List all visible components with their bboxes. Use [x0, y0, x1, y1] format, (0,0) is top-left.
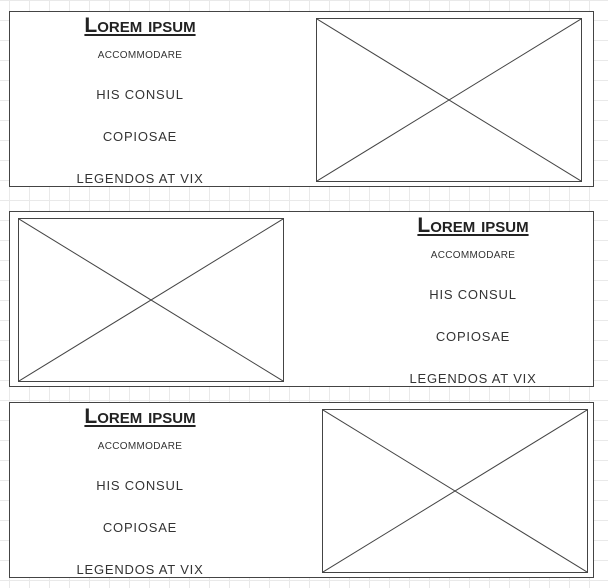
- section-title: Lorem ipsum: [84, 405, 196, 428]
- text-block-2: Lorem ipsum ACCOMMODARE HIS CONSUL COPIO…: [343, 212, 603, 386]
- section-subtitle: ACCOMMODARE: [97, 441, 183, 452]
- link-copiosae[interactable]: COPIOSAE: [102, 129, 178, 144]
- link-copiosae[interactable]: COPIOSAE: [435, 329, 511, 344]
- link-legendos-at-vix[interactable]: LEGENDOS AT VIX: [76, 171, 204, 186]
- image-placeholder: [316, 18, 582, 182]
- section-title: Lorem ipsum: [84, 14, 196, 37]
- image-placeholder-icon: [317, 19, 581, 181]
- image-placeholder-icon: [323, 410, 587, 572]
- content-section-2: Lorem ipsum ACCOMMODARE HIS CONSUL COPIO…: [9, 211, 594, 387]
- text-block-1: Lorem ipsum ACCOMMODARE HIS CONSUL COPIO…: [10, 12, 270, 186]
- link-his-consul[interactable]: HIS CONSUL: [96, 478, 184, 493]
- content-section-3: Lorem ipsum ACCOMMODARE HIS CONSUL COPIO…: [9, 402, 594, 578]
- link-his-consul[interactable]: HIS CONSUL: [429, 287, 517, 302]
- section-subtitle: ACCOMMODARE: [97, 50, 183, 61]
- link-legendos-at-vix[interactable]: LEGENDOS AT VIX: [76, 562, 204, 577]
- section-subtitle: ACCOMMODARE: [430, 250, 516, 261]
- link-copiosae[interactable]: COPIOSAE: [102, 520, 178, 535]
- section-title: Lorem ipsum: [417, 214, 529, 237]
- image-placeholder-icon: [19, 219, 283, 381]
- link-legendos-at-vix[interactable]: LEGENDOS AT VIX: [409, 371, 537, 386]
- image-placeholder: [18, 218, 284, 382]
- link-his-consul[interactable]: HIS CONSUL: [96, 87, 184, 102]
- text-block-3: Lorem ipsum ACCOMMODARE HIS CONSUL COPIO…: [10, 403, 270, 577]
- image-placeholder: [322, 409, 588, 573]
- content-section-1: Lorem ipsum ACCOMMODARE HIS CONSUL COPIO…: [9, 11, 594, 187]
